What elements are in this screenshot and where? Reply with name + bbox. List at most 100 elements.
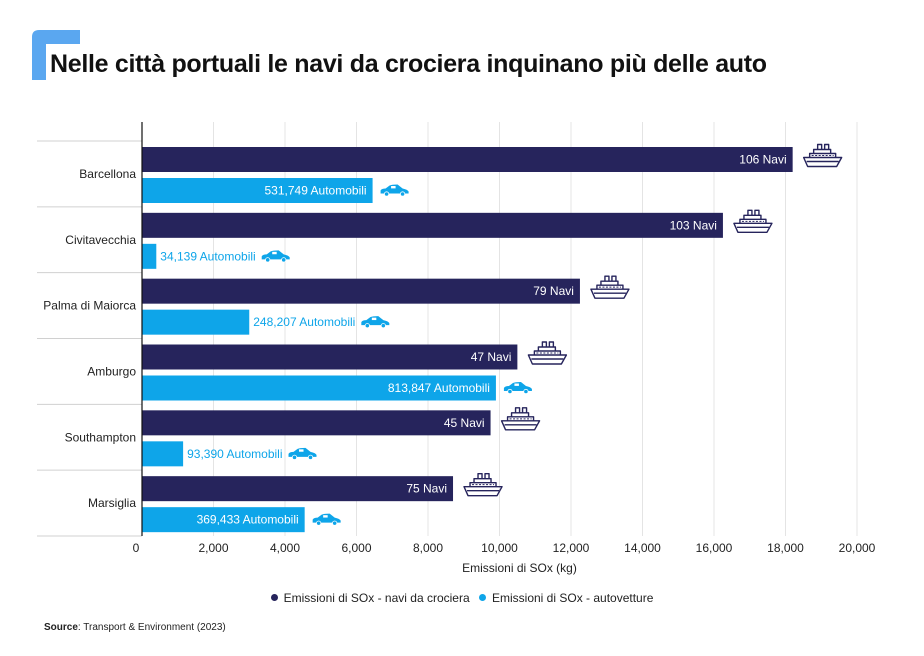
bar-cars [142, 178, 373, 203]
ship-funnel-right [548, 341, 555, 347]
ship-deck-lower [808, 152, 837, 158]
source-label: Source [44, 622, 78, 633]
ship-funnel-left [514, 407, 521, 413]
car-icon [361, 316, 390, 329]
car-window [391, 186, 396, 189]
ship-funnel-left [747, 209, 753, 216]
ship-funnel-left [541, 341, 548, 347]
car-body [261, 250, 290, 260]
car-body [503, 382, 532, 391]
cruise-ship-icon [590, 275, 630, 299]
bar-cars [142, 309, 250, 335]
x-axis-label: Emissioni di SOx (kg) [462, 561, 577, 575]
x-tick-label: 20,000 [839, 541, 876, 555]
legend-swatch-cars [479, 594, 486, 601]
ship-hull [527, 354, 568, 365]
x-tick-label: 2,000 [198, 541, 228, 555]
ship-funnel-left [477, 472, 483, 479]
category-label: Barcellona [79, 167, 136, 181]
x-tick-label: 8,000 [413, 541, 443, 555]
car-wheel-front [281, 257, 287, 263]
bar-ships [142, 476, 454, 502]
car-wheel-front [332, 520, 338, 526]
data-label-ships: 47 Navi [471, 350, 512, 364]
ship-funnel-left [816, 143, 823, 150]
legend-item-ships: Emissioni di SOx - navi da crociera [270, 591, 470, 605]
car-wheel-rear [291, 454, 298, 460]
cruise-ship-icon [802, 143, 843, 168]
car-wheel-front [307, 454, 314, 460]
car-body [361, 316, 390, 326]
cruise-ship-icon [527, 341, 568, 365]
data-label-cars: 531,749 Automobili [265, 184, 367, 198]
x-tick-label: 16,000 [696, 541, 733, 555]
car-wheel-rear [383, 191, 390, 197]
x-tick-label: 0 [133, 541, 140, 555]
car-icon [380, 184, 409, 197]
source-text: : Transport & Environment (2023) [77, 622, 226, 633]
car-icon [288, 447, 317, 460]
category-label: Southampton [65, 430, 136, 444]
legend-label-cars: Emissioni di SOx - autovetture [492, 591, 654, 605]
car-body [380, 184, 409, 194]
title-accent-bracket [32, 30, 80, 80]
car-wheel-front [380, 323, 386, 329]
car-window [299, 449, 304, 452]
ship-funnel-left [604, 275, 610, 282]
car-wheel-rear [316, 520, 322, 526]
bar-ships [142, 344, 518, 370]
data-label-ships: 79 Navi [533, 284, 574, 298]
data-label-cars: 248,207 Automobili [253, 315, 355, 329]
car-wheel-rear [265, 257, 271, 263]
category-label: Palma di Maiorca [43, 299, 136, 313]
cruise-ship-icon [463, 472, 503, 497]
x-tick-label: 10,000 [481, 541, 518, 555]
cruise-ship-icon [733, 209, 773, 234]
car-body [288, 447, 317, 457]
car-icon [261, 250, 290, 263]
category-label: Marsiglia [88, 496, 136, 510]
x-tick-label: 6,000 [341, 541, 371, 555]
ship-deck-lower [533, 350, 562, 355]
ship-hull [733, 222, 773, 234]
ship-deck-lower [739, 218, 767, 224]
legend-item-cars: Emissioni di SOx - autovetture [479, 591, 653, 605]
ship-deck-lower [596, 284, 624, 290]
bar-cars [142, 441, 184, 467]
ship-hull [463, 485, 503, 497]
car-window [272, 251, 277, 255]
data-label-ships: 75 Navi [406, 482, 447, 496]
ship-hull [802, 156, 843, 168]
cruise-ship-icon [500, 407, 541, 431]
car-wheel-rear [507, 388, 513, 395]
bar-ships [142, 278, 580, 304]
bar-ships [142, 147, 793, 172]
ship-funnel-right [823, 143, 830, 150]
car-icon [312, 513, 341, 526]
ship-funnel-right [521, 407, 528, 413]
ship-deck-lower [469, 481, 497, 487]
ship-funnel-right [754, 209, 760, 216]
car-icon [503, 382, 532, 395]
x-tick-label: 14,000 [624, 541, 661, 555]
bar-ships [142, 410, 491, 436]
data-label-cars: 369,433 Automobili [197, 513, 299, 527]
car-wheel-rear [364, 323, 370, 329]
car-window [323, 515, 328, 518]
category-label: Amburgo [87, 364, 136, 378]
car-window [371, 317, 377, 321]
ship-hull [590, 288, 630, 299]
data-label-ships: 103 Navi [670, 218, 717, 232]
bar-cars [142, 375, 496, 401]
car-wheel-front [399, 191, 406, 197]
chart-legend: Emissioni di SOx - navi da crociera Emis… [0, 591, 924, 605]
data-label-ships: 106 Navi [739, 153, 786, 167]
bar-cars [142, 507, 305, 533]
car-window [514, 383, 519, 386]
ship-funnel-right [611, 275, 617, 282]
data-label-cars: 34,139 Automobili [160, 249, 255, 263]
source-note: Source: Transport & Environment (2023) [44, 622, 226, 633]
x-tick-label: 12,000 [553, 541, 590, 555]
car-body [312, 513, 341, 523]
x-tick-label: 4,000 [270, 541, 300, 555]
